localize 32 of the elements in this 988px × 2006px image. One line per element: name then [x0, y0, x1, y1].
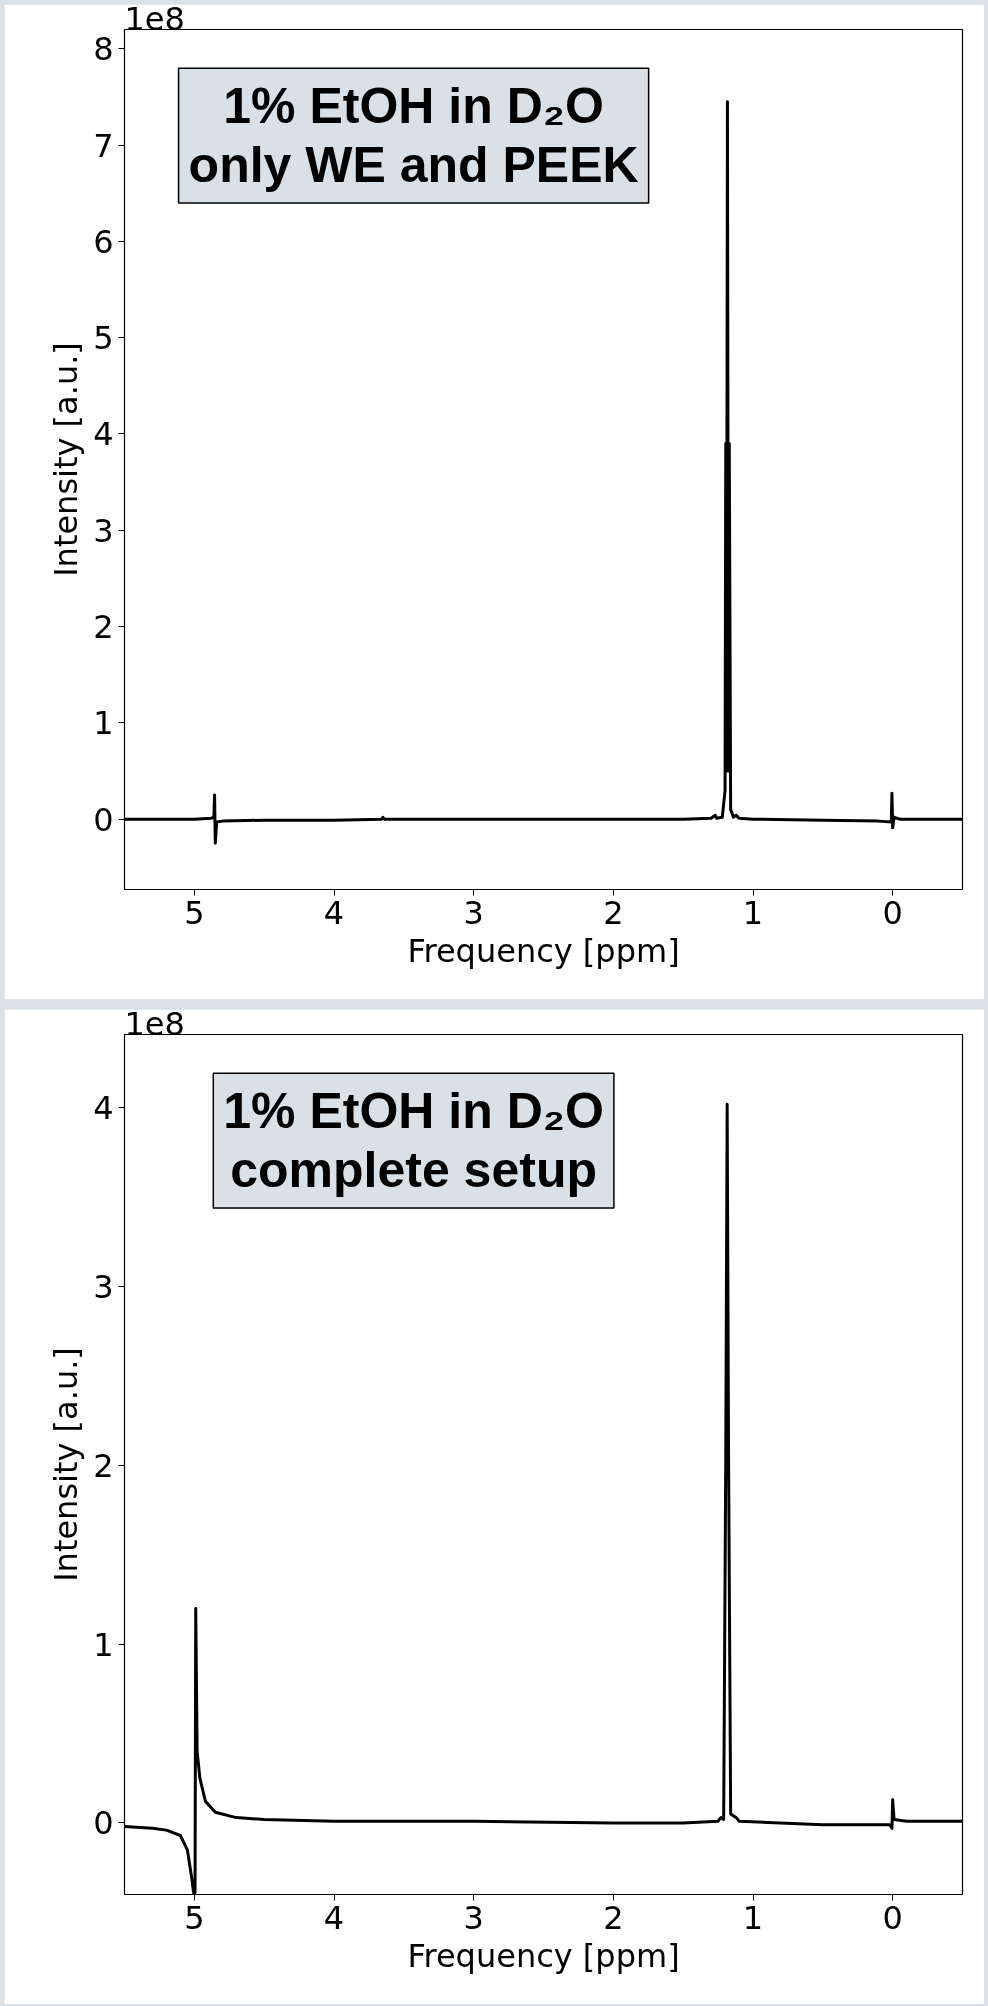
y-tick-label: 2	[93, 1446, 114, 1485]
y-tick-label: 6	[93, 222, 114, 261]
y-tick-label: 1	[93, 1625, 114, 1664]
x-tick-label: 2	[603, 893, 624, 932]
y-tick-label: 8	[93, 30, 114, 69]
y-axis-title: Intensity [a.u.]	[47, 1347, 86, 1582]
x-tick-label: 1	[742, 893, 764, 932]
y-axis-title: Intensity [a.u.]	[47, 342, 86, 577]
x-tick-label: 2	[603, 1898, 624, 1937]
y-tick-label: 4	[93, 415, 114, 454]
annotation: 1% EtOH in D₂O only WE and PEEK	[188, 78, 639, 193]
x-tick-label: 3	[463, 893, 484, 932]
y-tick-label: 0	[93, 1804, 114, 1843]
x-tick-label: 3	[463, 1898, 484, 1937]
y-tick-label: 5	[93, 319, 114, 358]
x-tick-label: 0	[882, 1898, 903, 1937]
x-tick-label: 0	[882, 893, 903, 932]
y-tick-label: 0	[93, 800, 114, 839]
y-tick-label: 3	[93, 1268, 114, 1307]
y-tick-label: 2	[93, 608, 114, 647]
x-tick-label: 5	[184, 893, 205, 932]
x-tick-label: 4	[323, 1898, 345, 1937]
x-axis-title: Frequency [ppm]	[407, 1936, 680, 1975]
y-tick-label: 3	[93, 511, 114, 550]
y-tick-label: 4	[93, 1089, 114, 1128]
y-tick-label: 1	[93, 704, 114, 743]
x-tick-label: 1	[742, 1898, 764, 1937]
y-tick-label: 7	[93, 126, 114, 165]
x-tick-label: 4	[323, 893, 345, 932]
x-tick-label: 5	[184, 1898, 205, 1937]
x-axis-title: Frequency [ppm]	[407, 931, 680, 970]
annotation: 1% EtOH in D₂O complete setup	[223, 1083, 604, 1198]
